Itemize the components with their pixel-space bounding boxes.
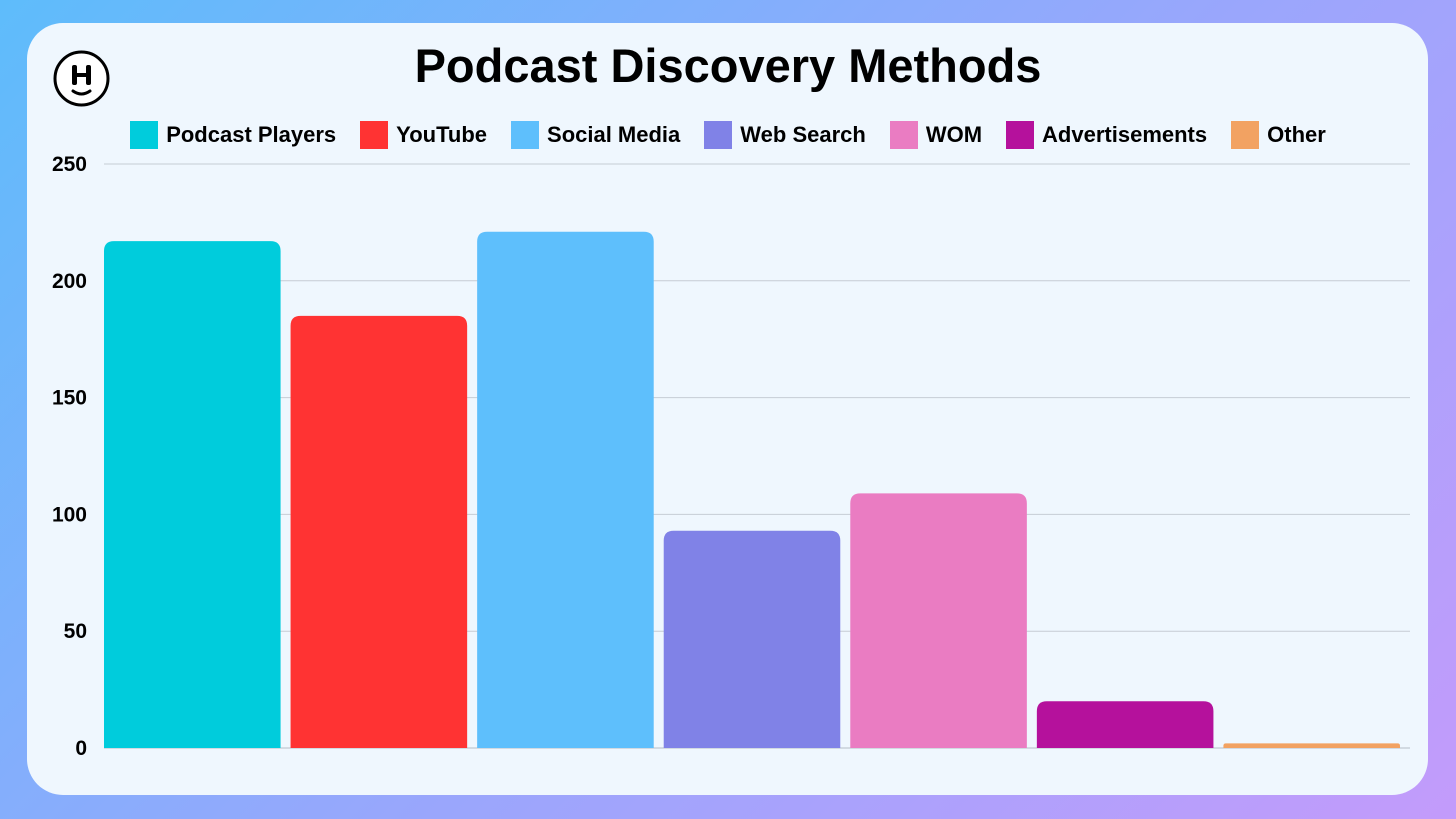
chart-title: Podcast Discovery Methods — [414, 39, 1042, 92]
legend-swatch — [889, 121, 918, 149]
y-tick-label: 100 — [52, 503, 87, 526]
legend-swatch — [360, 121, 389, 149]
legend-swatch — [1006, 121, 1035, 149]
legend-item[interactable]: Other — [1231, 121, 1326, 149]
brand-logo-icon — [53, 50, 110, 107]
bar-social-media[interactable] — [477, 231, 654, 748]
bar-youtube[interactable] — [290, 315, 468, 748]
legend-item[interactable]: Advertisements — [1006, 121, 1207, 149]
y-tick-label: 200 — [52, 270, 87, 293]
legend-item[interactable]: Podcast Players — [130, 121, 336, 149]
chart-legend: Podcast Players YouTube Social Media Web Se… — [0, 119, 1456, 151]
y-tick-label: 250 — [52, 153, 87, 176]
bar-advertisements[interactable] — [1036, 701, 1214, 748]
legend-label: Podcast Players — [166, 122, 337, 147]
legend-item[interactable]: Web Search — [704, 121, 866, 149]
y-tick-label: 50 — [64, 620, 87, 643]
legend-item[interactable]: YouTube — [360, 121, 487, 149]
legend-item[interactable]: WOM — [889, 121, 983, 149]
legend-label: Social Media — [547, 122, 681, 147]
legend-swatch — [704, 121, 733, 149]
legend-label: Web Search — [740, 122, 866, 147]
legend-label: WOM — [925, 122, 983, 147]
legend-swatch — [130, 121, 159, 149]
legend-label: Other — [1267, 122, 1326, 147]
bar-podcast-players[interactable] — [104, 241, 281, 748]
legend-label: YouTube — [396, 122, 488, 147]
bar-wom[interactable] — [850, 493, 1027, 748]
legend-swatch — [511, 121, 540, 149]
legend-label: Advertisements — [1042, 122, 1208, 147]
legend-item[interactable]: Social Media — [511, 121, 680, 149]
y-tick-label: 0 — [75, 737, 87, 760]
bar-web-search[interactable] — [663, 530, 841, 748]
y-tick-label: 150 — [52, 387, 87, 410]
bar-other[interactable] — [1223, 743, 1400, 748]
legend-swatch — [1231, 121, 1260, 149]
